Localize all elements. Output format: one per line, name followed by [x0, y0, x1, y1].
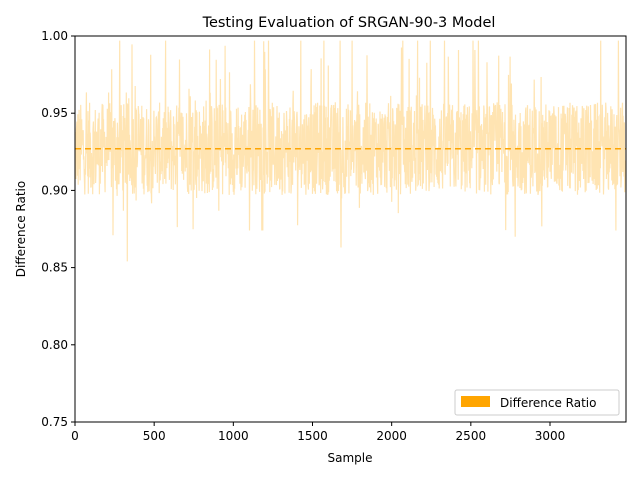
plot-background — [75, 36, 626, 422]
y-axis-label: Difference Ratio — [14, 181, 28, 278]
axes-frame — [74, 35, 627, 423]
x-tick-label: 500 — [143, 429, 166, 443]
plot-area — [74, 36, 627, 422]
series-line-difference-ratio — [74, 40, 627, 262]
x-tick-label: 3000 — [535, 429, 566, 443]
y-tick-label: 1.00 — [41, 29, 68, 43]
series-layer — [74, 40, 627, 262]
y-axis-ticks: 0.75 0.80 0.85 0.90 0.95 1.00 — [41, 29, 75, 429]
x-tick-label: 2500 — [456, 429, 487, 443]
x-tick-label: 0 — [71, 429, 79, 443]
legend: Difference Ratio — [454, 389, 620, 416]
y-tick-label: 0.80 — [41, 338, 68, 352]
x-tick-label: 1000 — [218, 429, 249, 443]
chart-title: Testing Evaluation of SRGAN-90-3 Model — [202, 15, 496, 31]
x-tick-label: 1500 — [297, 429, 328, 443]
legend-swatch — [461, 396, 490, 407]
legend-box — [454, 389, 620, 416]
x-tick-label: 2000 — [376, 429, 407, 443]
y-tick-label: 0.75 — [41, 415, 68, 429]
x-axis-label: Sample — [328, 451, 373, 465]
y-tick-label: 0.90 — [41, 183, 68, 197]
y-tick-label: 0.95 — [41, 106, 68, 120]
legend-label: Difference Ratio — [500, 396, 597, 410]
x-axis-ticks: 0 500 1000 1500 2000 2500 3000 — [71, 422, 565, 443]
y-tick-label: 0.85 — [41, 261, 68, 275]
